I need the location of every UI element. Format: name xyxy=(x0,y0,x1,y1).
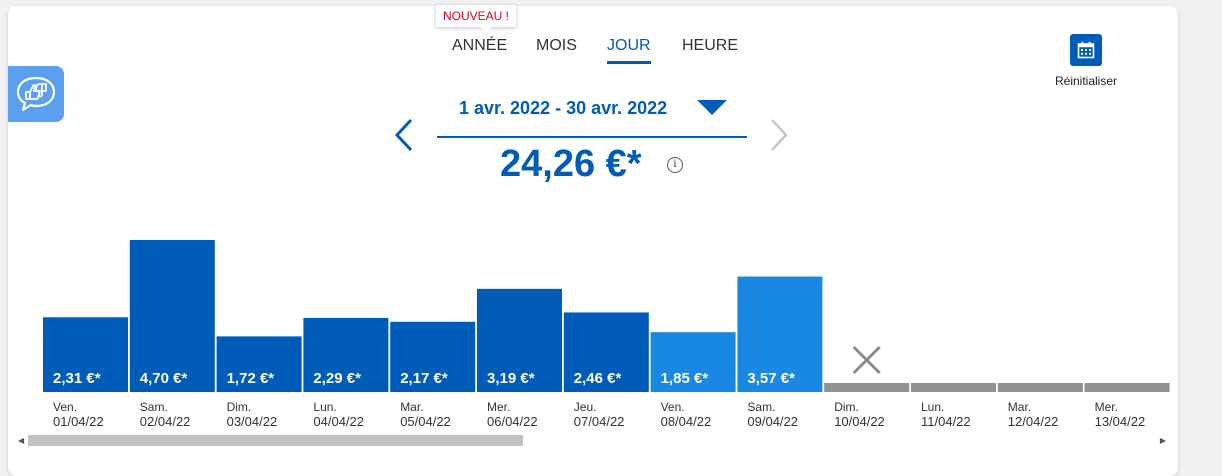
tab-jour[interactable]: JOUR xyxy=(607,37,651,64)
reset-label: Réinitialiser xyxy=(1054,74,1118,88)
no-data-bar xyxy=(824,383,910,392)
reset-button[interactable]: Réinitialiser xyxy=(1040,34,1132,88)
no-data-x-icon xyxy=(852,345,881,375)
new-badge: NOUVEAU ! xyxy=(436,5,517,33)
bar-06-04-22[interactable] xyxy=(477,288,562,392)
bar-04-04-22[interactable] xyxy=(303,317,389,392)
period-tabs: ANNÉE MOIS JOUR HEURE xyxy=(0,37,1222,67)
chart-scrollbar[interactable]: ◀ ▶ xyxy=(18,433,1168,449)
no-data-bar xyxy=(997,383,1083,392)
bar-05-04-22[interactable] xyxy=(390,321,476,392)
thumbs-up-down-icon xyxy=(16,76,56,112)
next-period-arrow-icon[interactable] xyxy=(768,118,790,152)
daily-cost-chart: 2,31 €*Ven.01/04/224,70 €*Sam.02/04/221,… xyxy=(43,240,1170,429)
scrollbar-thumb[interactable] xyxy=(28,435,523,446)
total-amount: 24,26 €* xyxy=(500,143,642,185)
bar-08-04-22[interactable] xyxy=(650,332,736,392)
no-data-bar xyxy=(1084,383,1170,392)
no-data-bar xyxy=(911,383,996,392)
tab-mois[interactable]: MOIS xyxy=(536,37,577,54)
scroll-left-icon[interactable]: ◀ xyxy=(18,436,25,445)
tab-heure[interactable]: HEURE xyxy=(682,37,739,54)
calendar-icon[interactable] xyxy=(1070,34,1102,66)
previous-period-arrow-icon[interactable] xyxy=(393,118,415,152)
tab-annee[interactable]: ANNÉE xyxy=(452,37,508,54)
date-range-text: 1 avr. 2022 - 30 avr. 2022 xyxy=(459,98,668,118)
bar-07-04-22[interactable] xyxy=(563,312,649,392)
bar-01-04-22[interactable] xyxy=(43,317,128,392)
bar-09-04-22[interactable] xyxy=(737,276,823,392)
info-icon[interactable]: i xyxy=(667,157,683,173)
dropdown-triangle-icon xyxy=(697,100,727,115)
scroll-right-icon[interactable]: ▶ xyxy=(1159,436,1166,445)
bar-03-04-22[interactable] xyxy=(216,336,302,392)
feedback-button[interactable] xyxy=(8,66,64,122)
bar-02-04-22[interactable] xyxy=(129,240,215,392)
date-range-selector[interactable]: 1 avr. 2022 - 30 avr. 2022 xyxy=(437,96,747,138)
